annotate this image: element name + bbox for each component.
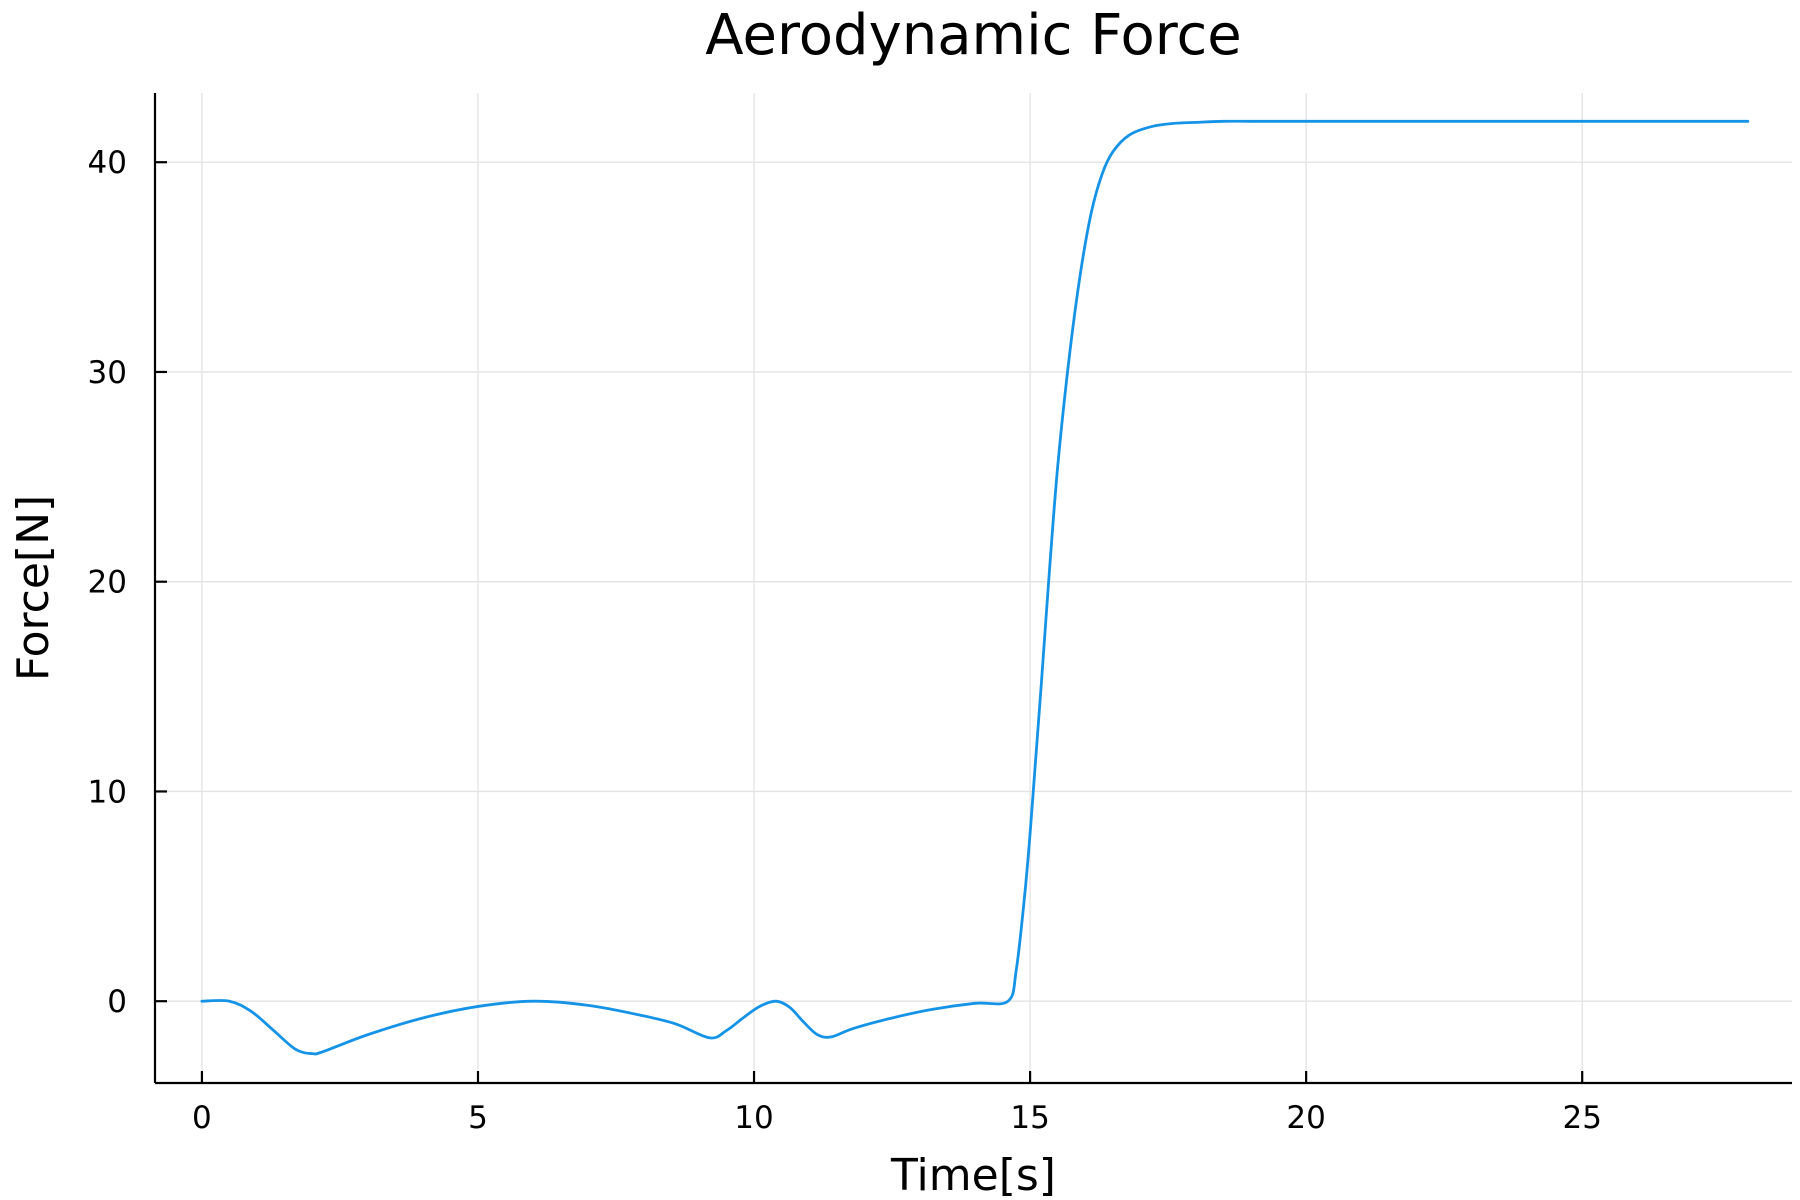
y-tick-label: 20 xyxy=(88,565,127,601)
x-tick-label: 10 xyxy=(734,1100,773,1136)
y-axis-label: Force[N] xyxy=(8,495,59,681)
y-tick-label: 10 xyxy=(88,774,127,810)
tick-labels: 0 5 10 15 20 25 0 10 20 30 40 xyxy=(88,145,1602,1136)
x-tick-label: 5 xyxy=(468,1100,488,1136)
axes xyxy=(153,93,1792,1085)
x-tick-label: 0 xyxy=(192,1100,212,1136)
y-tick-label: 40 xyxy=(88,145,127,181)
grid-lines xyxy=(155,93,1792,1083)
y-tick-label: 0 xyxy=(107,984,127,1020)
y-tick-label: 30 xyxy=(88,355,127,391)
x-axis-label: Time[s] xyxy=(890,1150,1056,1200)
x-tick-label: 25 xyxy=(1562,1100,1601,1136)
x-tick-label: 20 xyxy=(1286,1100,1325,1136)
series-layer xyxy=(200,119,1750,1056)
chart-title: Aerodynamic Force xyxy=(705,3,1242,68)
x-tick-label: 15 xyxy=(1010,1100,1049,1136)
series-line-1 xyxy=(200,119,1750,1056)
